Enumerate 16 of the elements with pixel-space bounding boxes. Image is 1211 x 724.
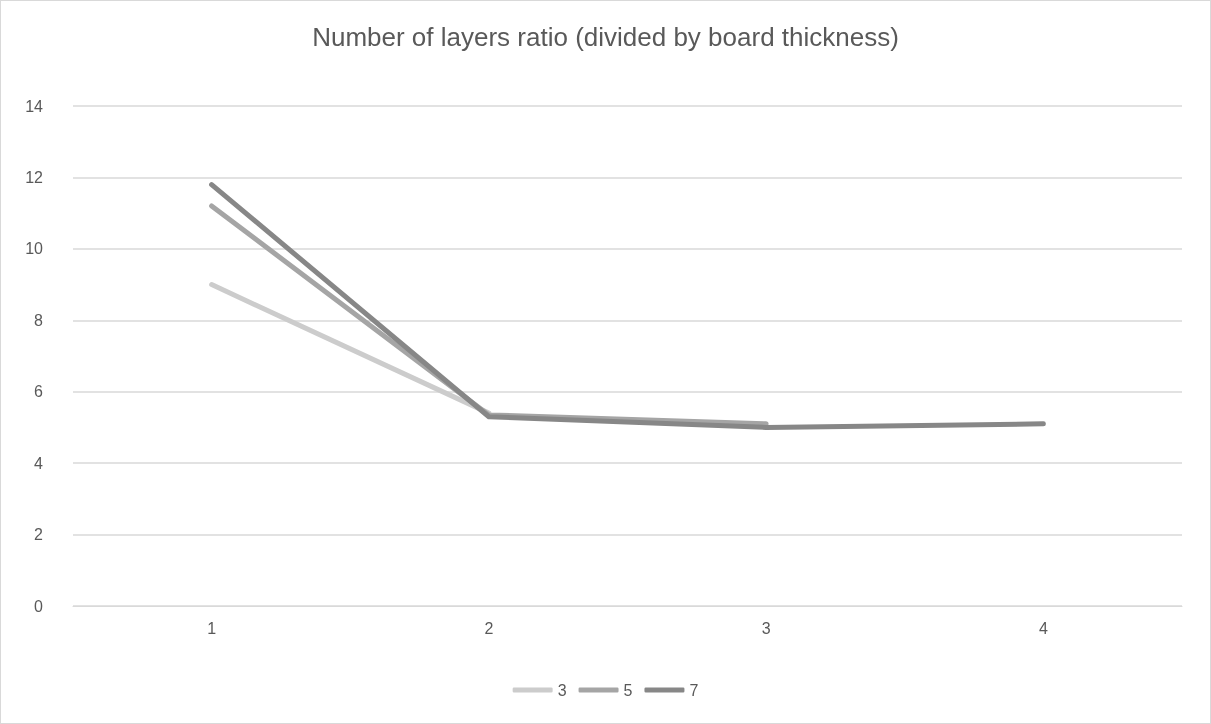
y-tick-label: 8	[34, 311, 44, 329]
y-tick-label: 10	[25, 240, 44, 258]
x-tick-label: 3	[761, 619, 771, 637]
y-tick-label: 0	[34, 597, 44, 615]
y-tick-label: 12	[25, 168, 44, 186]
y-tick-label: 14	[25, 97, 44, 115]
chart-title: Number of layers ratio (divided by board thickness)	[312, 22, 899, 52]
legend-label: 7	[689, 681, 699, 699]
x-tick-label: 2	[484, 619, 494, 637]
legend-label: 3	[557, 681, 567, 699]
y-tick-label: 4	[34, 454, 44, 472]
legend-label: 5	[623, 681, 633, 699]
y-tick-label: 6	[34, 383, 44, 401]
x-tick-label: 4	[1038, 619, 1048, 637]
x-tick-label: 1	[207, 619, 217, 637]
y-tick-label: 2	[34, 526, 44, 544]
